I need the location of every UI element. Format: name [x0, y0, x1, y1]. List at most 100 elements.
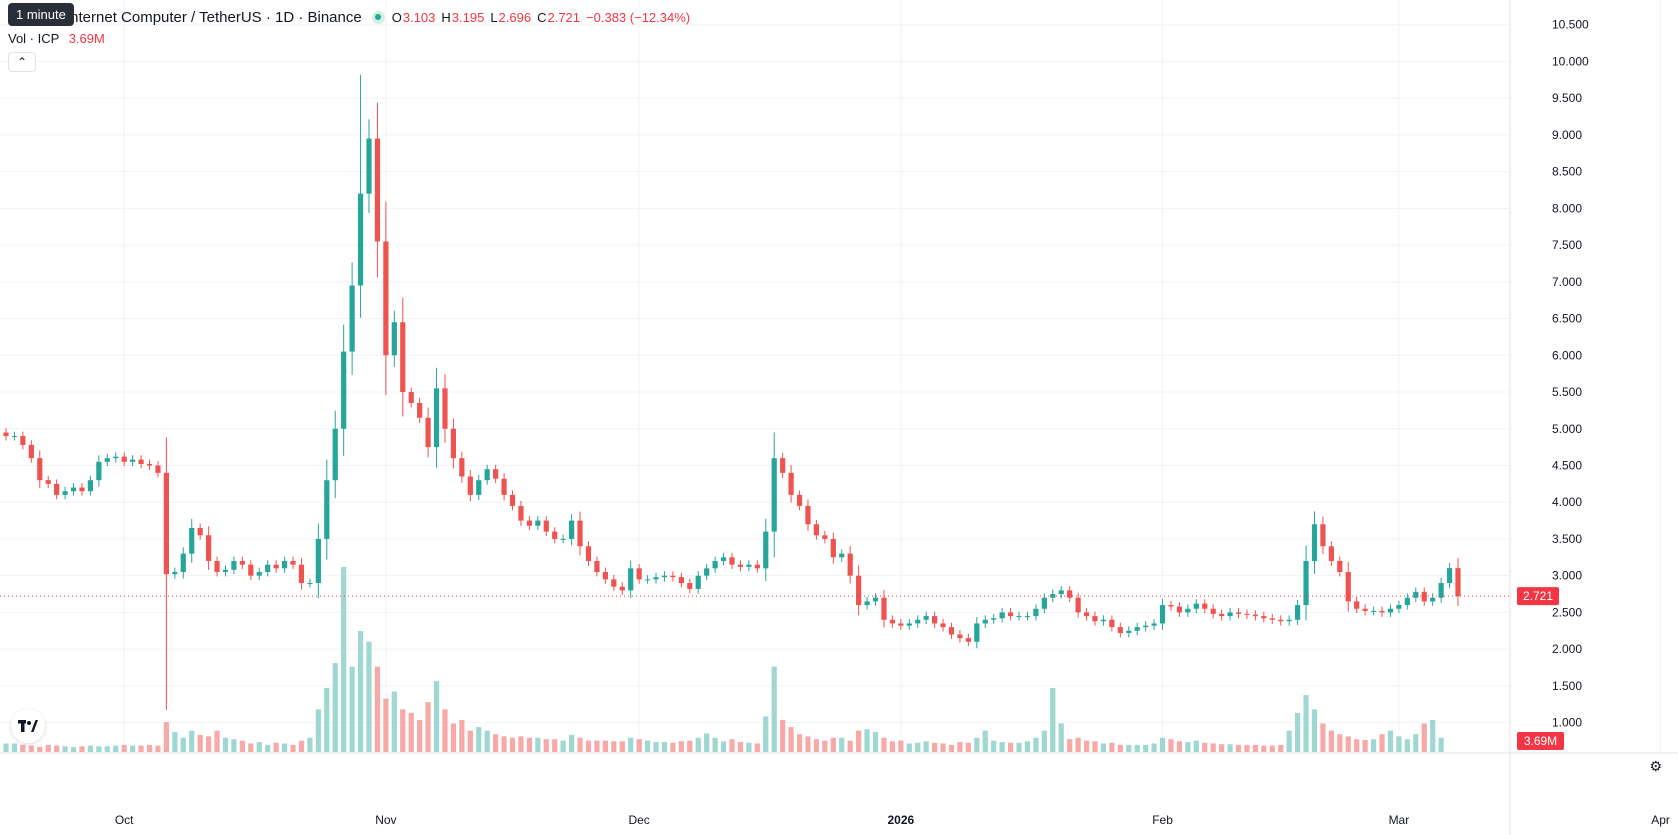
candle-body [248, 564, 254, 576]
volume-bar [1404, 739, 1410, 752]
volume-bar [898, 740, 904, 752]
high-label: H [441, 9, 451, 25]
volume-bar [1337, 734, 1343, 752]
candle-body [889, 619, 895, 624]
y-tick-label: 3.000 [1552, 569, 1582, 583]
collapse-legend-button[interactable]: ⌃ [8, 52, 36, 72]
volume-bar [1261, 745, 1267, 752]
y-tick-label: 8.500 [1552, 165, 1582, 179]
candle-body [281, 560, 288, 569]
volume-bar [341, 567, 347, 752]
candle-body [425, 417, 431, 448]
candle-body [653, 577, 659, 580]
volume-bar [121, 744, 127, 752]
y-tick-label: 4.500 [1552, 458, 1582, 472]
candle-body [493, 469, 499, 479]
volume-bar [130, 745, 136, 752]
candle-body [391, 322, 397, 356]
candle-body [1210, 608, 1216, 614]
volume-bar [535, 737, 541, 752]
candle-body [560, 538, 566, 540]
volume-bar [366, 641, 372, 752]
candle-body [476, 480, 482, 495]
candle-body [383, 241, 389, 356]
candle-body [1041, 597, 1047, 609]
candle-body [999, 612, 1005, 619]
y-tick-label: 2.000 [1552, 642, 1582, 656]
volume-bar [619, 741, 625, 752]
volume-bar [206, 736, 212, 752]
low-value: 2.696 [498, 9, 532, 25]
high-value: 3.195 [451, 9, 485, 25]
volume-bar [163, 722, 169, 752]
volume-bar [1227, 744, 1233, 752]
candle-body [62, 491, 68, 495]
gear-icon[interactable]: ⚙ [1649, 758, 1662, 774]
candle-body [1455, 568, 1461, 597]
volume-bar [518, 736, 524, 752]
candle-body [206, 535, 212, 561]
y-tick-label: 5.500 [1552, 385, 1582, 399]
candle-body [569, 520, 575, 539]
candle-body [290, 560, 296, 565]
volume-bar [45, 744, 51, 752]
candle-body [509, 494, 516, 506]
volume-bar [239, 740, 245, 752]
candle-body [1320, 524, 1326, 547]
candle-body [796, 494, 803, 506]
symbol-title[interactable]: Internet Computer / TetherUS · 1D · Bina… [66, 8, 362, 26]
volume-bar [932, 742, 938, 752]
volume-bar [915, 742, 921, 752]
candle-body [113, 456, 119, 459]
volume-bar [1126, 744, 1132, 752]
candle-body [535, 520, 541, 526]
volume-bar [315, 709, 321, 752]
volume-bar [1320, 723, 1326, 752]
candle-body [1370, 610, 1377, 612]
volume-bar [28, 745, 34, 752]
y-tick-label: 7.000 [1552, 275, 1582, 289]
candle-body [87, 480, 94, 492]
volume-bar [1438, 737, 1444, 752]
volume-bar [87, 745, 94, 752]
x-tick-label: 2026 [887, 813, 914, 827]
volume-bar [1193, 740, 1199, 752]
candle-body [830, 538, 836, 558]
volume-bar [1075, 737, 1081, 752]
volume-bar [552, 739, 558, 752]
candle-body [1278, 619, 1284, 622]
volume-bar [180, 737, 186, 752]
candle-body [619, 586, 625, 591]
candle-body [611, 579, 617, 587]
candle-body [872, 597, 879, 602]
volume-bar [155, 745, 161, 752]
tradingview-logo-icon[interactable] [11, 709, 45, 743]
candle-body [644, 579, 651, 581]
volume-bar [788, 727, 794, 752]
candle-body [577, 520, 583, 547]
volume-bar [923, 741, 929, 752]
volume-bar [298, 740, 305, 752]
volume-bar [37, 747, 43, 752]
candle-body [856, 575, 862, 606]
volume-bar [248, 743, 254, 752]
volume-bar [687, 740, 693, 752]
candle-body [602, 572, 608, 580]
candle-body [104, 458, 110, 462]
candle-body [1033, 608, 1039, 617]
volume-bar [577, 737, 583, 752]
volume-label[interactable]: Vol · ICP [8, 31, 60, 46]
y-tick-label: 8.000 [1552, 201, 1582, 215]
volume-bar [889, 741, 895, 752]
candle-body [729, 557, 735, 565]
volume-legend: Vol · ICP 3.69M [8, 31, 105, 46]
volume-bar [20, 744, 26, 752]
market-status-icon[interactable] [371, 10, 385, 24]
volume-bar [1396, 736, 1402, 752]
volume-bar [1016, 742, 1022, 752]
volume-bar [1134, 744, 1140, 752]
candle-body [374, 138, 381, 242]
candle-body [121, 456, 127, 462]
